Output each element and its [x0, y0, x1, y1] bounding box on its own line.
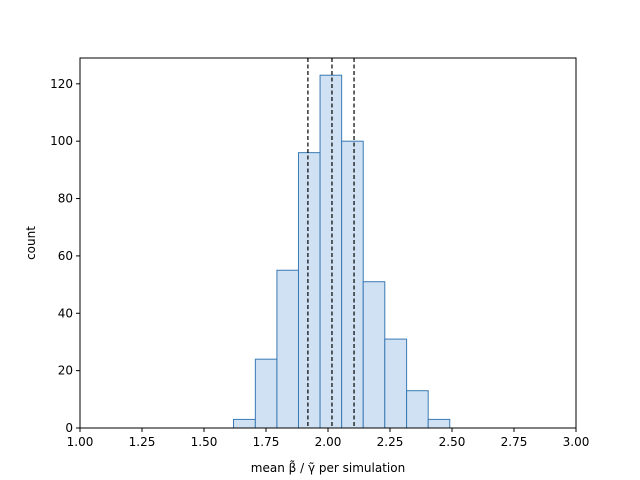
- reference-lines: [307, 58, 355, 428]
- y-tick-label: 0: [65, 421, 73, 435]
- histogram-bars: [233, 74, 451, 429]
- x-tick-label: 1.25: [129, 435, 156, 449]
- histogram-bar: [341, 140, 364, 429]
- x-axis-ticks: 1.00 1.25 1.50 1.75 2.00 2.25 2.50 2.75 3.00: [67, 428, 590, 449]
- y-axis-ticks: 0 20 40 60 80 100 120: [50, 77, 80, 435]
- histogram-bar: [406, 390, 429, 429]
- x-tick-label: 3.00: [563, 435, 590, 449]
- x-tick-label: 1.75: [253, 435, 280, 449]
- histogram-bar: [319, 74, 343, 429]
- x-tick-label: 2.75: [501, 435, 528, 449]
- x-tick-label: 2.00: [315, 435, 342, 449]
- histogram-bar: [427, 418, 451, 429]
- y-tick-label: 20: [58, 364, 73, 378]
- y-tick-label: 40: [58, 306, 73, 320]
- y-tick-label: 60: [58, 249, 73, 263]
- y-tick-label: 100: [50, 134, 73, 148]
- histogram-bar: [384, 338, 408, 429]
- y-axis-label: count: [24, 226, 38, 260]
- histogram-bar: [297, 152, 321, 429]
- histogram-bar: [254, 358, 278, 429]
- x-tick-label: 1.50: [191, 435, 218, 449]
- histogram-bar: [276, 269, 299, 429]
- x-tick-label: 1.00: [67, 435, 94, 449]
- histogram-bar: [233, 418, 256, 429]
- x-tick-label: 2.50: [439, 435, 466, 449]
- x-axis-label: mean β̃ / γ̃ per simulation: [251, 460, 405, 475]
- x-tick-label: 2.25: [377, 435, 404, 449]
- histogram-bar: [362, 281, 386, 429]
- y-tick-label: 120: [50, 77, 73, 91]
- y-tick-label: 80: [58, 192, 73, 206]
